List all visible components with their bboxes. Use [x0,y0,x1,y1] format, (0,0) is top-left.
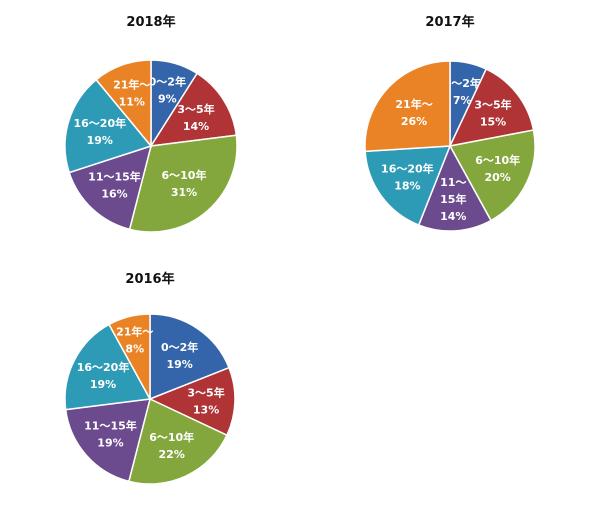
pie-slice-2018-3-5 [149,72,238,147]
chart-title-2016: 2016年 [125,272,175,287]
pie-label-2018-16-20: 16～20年 19% [73,116,126,147]
pie-label-2017-0-2: 0～2年 7% [444,76,481,107]
chart-title-2018: 2018年 [126,15,176,30]
pie-slice-2017-21+ [364,60,451,153]
pie-label-2017-21+: 21年～ 26% [395,97,432,128]
pie-label-2016-0-2: 0～2年 19% [161,340,198,371]
pie-slice-2018-11-15 [68,144,153,231]
pie-slice-2017-3-5 [448,68,535,148]
pie-label-2018-11-15: 11～15年 16% [88,170,141,201]
pie-label-2017-6-10: 6～10年 20% [475,153,520,184]
pie-label-2018-21+: 21年～ 11% [113,77,150,108]
pie-slice-2016-16-20 [64,323,152,411]
pie-2017: 0～2年 7% 3～5年 15% 6～10年 20% 11～ 15年 14%16～20年 18% 2… [364,60,536,232]
pie-label-2016-6-10: 6～10年 22% [149,430,194,461]
pie-2016: 0～2年 19% 3～5年 13% 6～10年 22% 11～15年 19% 16～20年 19%… [64,313,236,485]
pie-slice-2016-21+ [108,313,151,400]
pie-2018: 0～2年 9%3～5年 14% 6～10年 31% 11～15年 16% 16～20年 19% 2… [64,59,238,233]
pie-slice-2016-6-10 [127,397,228,485]
pie-slice-2017-6-10 [448,129,536,222]
pie-slice-2018-21+ [95,59,152,149]
pie-slice-2017-16-20 [364,145,452,227]
pie-slice-2016-0-2 [149,313,231,401]
pie-label-2018-6-10: 6～10年 31% [162,168,207,199]
pie-label-2018-3-5: 3～5年 14% [177,102,214,133]
pie-label-2017-11-15: 11～ 15年 14% [440,176,466,223]
pie-slice-2018-6-10 [128,134,238,233]
pie-slice-2016-11-15 [64,398,152,483]
pie-slice-2017-11-15 [417,144,492,232]
pie-label-2017-16-20: 16～20年 18% [381,162,434,193]
pie-label-2018-0-2: 0～2年 9% [149,75,186,106]
pie-slice-2018-16-20 [64,78,153,174]
pie-slice-2016-3-5 [148,366,236,437]
pie-label-2017-3-5: 3～5年 15% [474,97,511,128]
pie-label-2016-21+: 21年～ 8% [116,324,153,355]
chart-title-2017: 2017年 [425,15,475,30]
pie-label-2016-11-15: 11～15年 19% [84,419,137,450]
pie-label-2016-16-20: 16～20年 19% [77,360,130,391]
pie-label-2016-3-5: 3～5年 13% [187,385,224,416]
